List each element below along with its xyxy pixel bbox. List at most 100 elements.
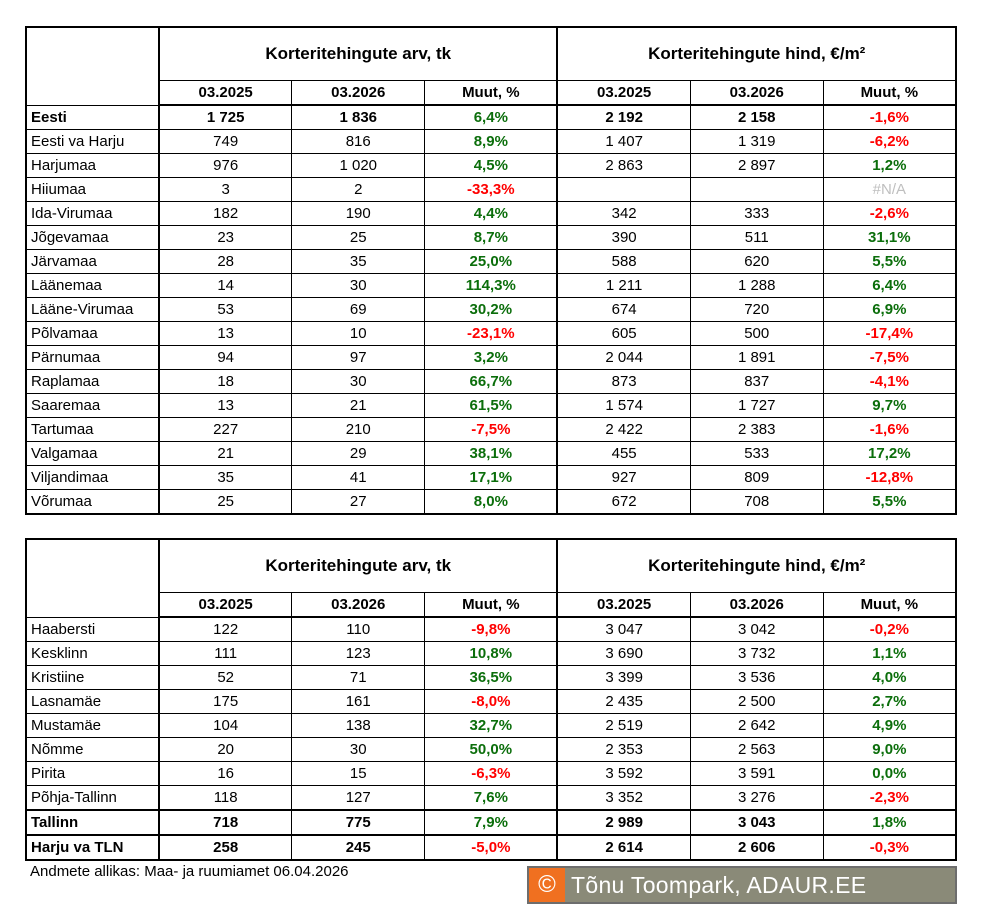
price-change: 4,9% [822, 713, 957, 738]
count-2026: 2 [291, 177, 426, 202]
count-2025: 1 725 [158, 104, 293, 130]
count-change: 66,7% [424, 369, 559, 394]
count-change: 36,5% [424, 665, 559, 690]
count-2025: 175 [158, 689, 293, 714]
price-2026: 511 [689, 225, 824, 250]
header-count-2026: 03.2026 [291, 592, 426, 618]
table-row: Harjumaa 976 1 020 4,5% 2 863 2 897 1,2% [25, 153, 957, 178]
price-2025: 2 863 [556, 153, 691, 178]
count-change: 25,0% [424, 249, 559, 274]
count-2025: 53 [158, 297, 293, 322]
price-2025: 2 422 [556, 417, 691, 442]
count-change: 8,7% [424, 225, 559, 250]
price-2026: 533 [689, 441, 824, 466]
price-change: -0,3% [822, 834, 957, 861]
price-2026: 500 [689, 321, 824, 346]
price-2026: 2 606 [689, 834, 824, 861]
table-row: Lääne-Virumaa 53 69 30,2% 674 720 6,9% [25, 297, 957, 322]
count-2026: 816 [291, 129, 426, 154]
price-2026: 720 [689, 297, 824, 322]
table-row: Valgamaa 21 29 38,1% 455 533 17,2% [25, 441, 957, 466]
table-row: Ida-Virumaa 182 190 4,4% 342 333 -2,6% [25, 201, 957, 226]
tallinn-district-table: Korteritehingute arv, tk Korteritehingute… [25, 538, 957, 861]
price-change: 1,8% [822, 809, 957, 836]
price-change: -17,4% [822, 321, 957, 346]
district-table-body: Korteritehingute arv, tk Korteritehingute… [25, 538, 957, 861]
header-count-change: Muut, % [424, 592, 559, 618]
price-change: -4,1% [822, 369, 957, 394]
count-2025: 13 [158, 393, 293, 418]
price-change: 5,5% [822, 249, 957, 274]
price-2026: 3 536 [689, 665, 824, 690]
region-name: Raplamaa [25, 369, 160, 394]
count-change: 30,2% [424, 297, 559, 322]
count-2025: 104 [158, 713, 293, 738]
header-price-2026: 03.2026 [689, 592, 824, 618]
header-count-2025: 03.2025 [158, 592, 293, 618]
price-2026: 2 158 [689, 104, 824, 130]
price-2025: 2 044 [556, 345, 691, 370]
table-row: Lasnamäe 175 161 -8,0% 2 435 2 500 2,7% [25, 689, 957, 714]
count-2026: 41 [291, 465, 426, 490]
count-change: -8,0% [424, 689, 559, 714]
table-row: Raplamaa 18 30 66,7% 873 837 -4,1% [25, 369, 957, 394]
count-2026: 69 [291, 297, 426, 322]
region-name: Põhja-Tallinn [25, 785, 160, 811]
count-change: -23,1% [424, 321, 559, 346]
count-change: 4,4% [424, 201, 559, 226]
count-2025: 94 [158, 345, 293, 370]
price-change: 1,1% [822, 641, 957, 666]
region-name: Harjumaa [25, 153, 160, 178]
price-2025: 390 [556, 225, 691, 250]
region-name: Kristiine [25, 665, 160, 690]
price-2025: 3 352 [556, 785, 691, 811]
price-change: -7,5% [822, 345, 957, 370]
region-name: Läänemaa [25, 273, 160, 298]
count-change: -5,0% [424, 834, 559, 861]
price-2025: 2 519 [556, 713, 691, 738]
price-2026: 1 288 [689, 273, 824, 298]
price-2025: 3 047 [556, 616, 691, 642]
group-header-row: Korteritehingute arv, tk Korteritehingute… [25, 538, 957, 618]
price-change: -1,6% [822, 104, 957, 130]
price-2025: 873 [556, 369, 691, 394]
region-name: Eesti [25, 104, 160, 130]
price-2026: 1 727 [689, 393, 824, 418]
price-2026: 3 276 [689, 785, 824, 811]
price-change: 9,7% [822, 393, 957, 418]
count-change: 7,6% [424, 785, 559, 811]
table-row: Hiiumaa 3 2 -33,3% #N/A [25, 177, 957, 202]
count-change: 17,1% [424, 465, 559, 490]
price-2026: 333 [689, 201, 824, 226]
count-2026: 123 [291, 641, 426, 666]
price-2025: 3 399 [556, 665, 691, 690]
region-name: Tartumaa [25, 417, 160, 442]
price-change: 5,5% [822, 489, 957, 515]
price-2025: 2 192 [556, 104, 691, 130]
region-name: Pärnumaa [25, 345, 160, 370]
count-2026: 1 836 [291, 104, 426, 130]
count-2026: 245 [291, 834, 426, 861]
region-name: Harju va TLN [25, 834, 160, 861]
price-change: 1,2% [822, 153, 957, 178]
region-name: Haabersti [25, 616, 160, 642]
region-name: Saaremaa [25, 393, 160, 418]
table-row: Jõgevamaa 23 25 8,7% 390 511 31,1% [25, 225, 957, 250]
count-2025: 122 [158, 616, 293, 642]
price-2025: 1 211 [556, 273, 691, 298]
count-change: 8,0% [424, 489, 559, 515]
count-2026: 25 [291, 225, 426, 250]
table-row: Läänemaa 14 30 114,3% 1 211 1 288 6,4% [25, 273, 957, 298]
price-2026: 620 [689, 249, 824, 274]
count-2025: 52 [158, 665, 293, 690]
count-2025: 20 [158, 737, 293, 762]
column-header-row: 03.2025 03.2026 Muut, % 03.2025 03.2026 Muut,… [26, 592, 957, 618]
header-transaction-price: Korteritehingute hind, €/m² [556, 26, 957, 81]
count-2026: 1 020 [291, 153, 426, 178]
price-change: 17,2% [822, 441, 957, 466]
region-name: Lääne-Virumaa [25, 297, 160, 322]
table-row: Tallinn 718 775 7,9% 2 989 3 043 1,8% [25, 809, 957, 836]
count-2025: 227 [158, 417, 293, 442]
region-name: Järvamaa [25, 249, 160, 274]
price-2026: 2 642 [689, 713, 824, 738]
